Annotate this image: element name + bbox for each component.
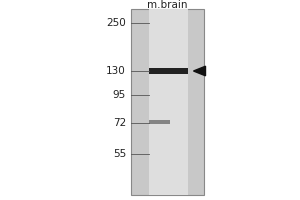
- Text: 72: 72: [113, 118, 126, 128]
- Text: 250: 250: [106, 18, 126, 28]
- Bar: [130, 9, 204, 195]
- Bar: [148, 68, 188, 74]
- Text: 95: 95: [113, 90, 126, 100]
- Bar: [148, 120, 170, 124]
- Text: 130: 130: [106, 66, 126, 76]
- Text: m.brain: m.brain: [147, 0, 188, 10]
- Bar: [148, 9, 188, 195]
- Polygon shape: [194, 66, 206, 76]
- Text: 55: 55: [113, 149, 126, 159]
